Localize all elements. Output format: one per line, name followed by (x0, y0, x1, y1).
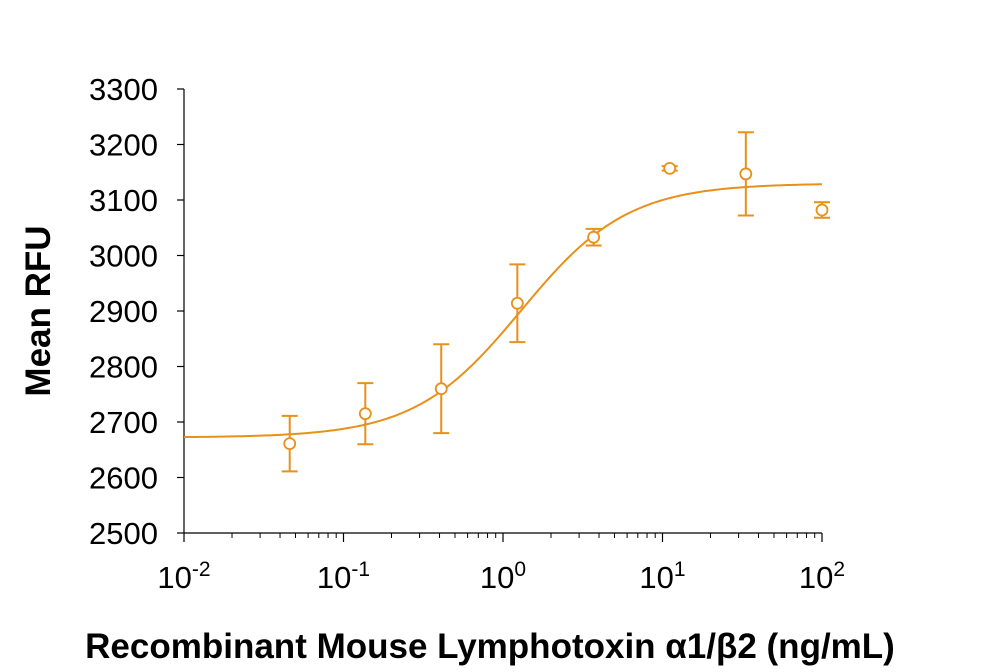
x-axis-title: Recombinant Mouse Lymphotoxin α1/β2 (ng/… (85, 627, 895, 666)
data-point (510, 296, 524, 310)
y-tick-label: 2500 (89, 516, 158, 551)
y-tick-label: 2900 (89, 294, 158, 329)
x-tick-label: 101 (639, 558, 685, 595)
data-point (815, 203, 829, 217)
data-point-group (281, 414, 298, 473)
y-axis-title: Mean RFU (19, 225, 58, 396)
data-point (739, 167, 753, 181)
data-point-group (737, 131, 754, 217)
y-tick-label: 3200 (89, 128, 158, 163)
data-point-group (661, 161, 678, 175)
axes (183, 89, 822, 534)
data-point-group (585, 227, 602, 247)
data-point (434, 382, 448, 396)
data-point (663, 161, 677, 175)
y-tick-label: 3100 (89, 183, 158, 218)
data-point (283, 437, 297, 451)
x-axis-ticks: 10-2 10-1 100 101 102 (157, 533, 845, 595)
data-point (587, 230, 601, 244)
x-tick-label: 10-1 (317, 558, 370, 595)
y-axis-ticks: 2500 2600 2700 2800 2900 3000 3100 3200 3300 (89, 72, 184, 551)
data-point-group (509, 263, 526, 344)
y-tick-label: 2800 (89, 350, 158, 385)
y-tick-label: 2700 (89, 405, 158, 440)
x-tick-label: 10-2 (157, 558, 210, 595)
data-point (358, 407, 372, 421)
data-point-group (357, 382, 374, 446)
fit-curve (183, 183, 823, 439)
x-tick-label: 102 (799, 558, 845, 595)
data-point-group (814, 201, 830, 219)
x-tick-label: 100 (480, 558, 526, 595)
data-points (281, 131, 830, 473)
y-tick-label: 3000 (89, 239, 158, 274)
y-tick-label: 2600 (89, 461, 158, 496)
y-tick-label: 3300 (89, 72, 158, 107)
data-point-group (433, 343, 450, 435)
